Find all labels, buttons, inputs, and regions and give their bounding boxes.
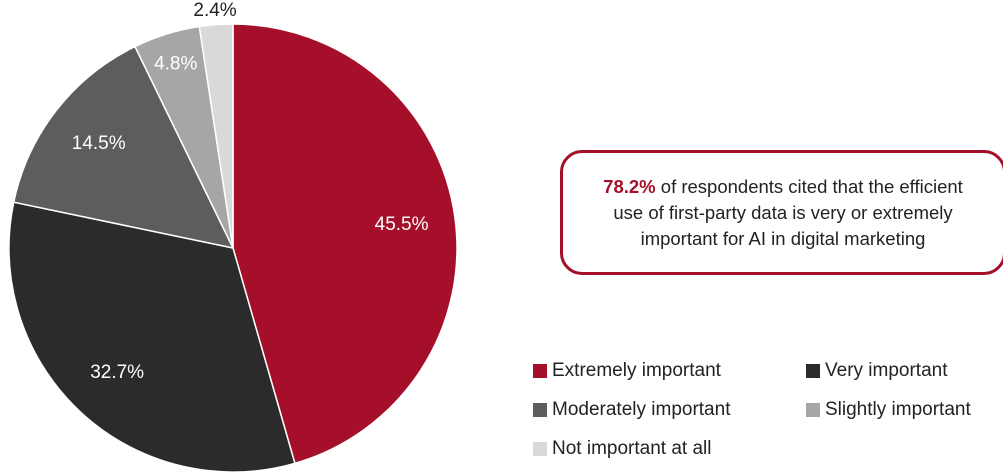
pie-slice-very-important	[8, 201, 296, 473]
legend-label: Extremely important	[552, 360, 721, 381]
legend-label: Very important	[825, 360, 948, 381]
pie-label-slightly-important: 4.8%	[154, 54, 197, 75]
legend-swatch	[533, 403, 547, 417]
legend-item-slightly-important: Slightly important	[806, 399, 971, 421]
legend-item-not-important-at-all: Not important at all	[533, 438, 711, 460]
callout-box: 78.2% of respondents cited that the effi…	[560, 150, 1003, 275]
legend-swatch	[806, 364, 820, 378]
callout-text: 78.2% of respondents cited that the effi…	[593, 174, 973, 252]
callout-highlight: 78.2%	[603, 175, 656, 197]
legend-item-extremely-important: Extremely important	[533, 360, 721, 382]
pie-chart: 45.5% 32.7% 14.5% 4.8% 2.4%	[8, 0, 458, 473]
legend-swatch	[533, 364, 547, 378]
pie-label-extremely-important: 45.5%	[375, 214, 429, 235]
legend-swatch	[533, 442, 547, 456]
callout-body: of respondents cited that the efficient …	[613, 175, 963, 249]
pie-slice-moderately-important	[12, 45, 235, 250]
legend-swatch	[806, 403, 820, 417]
legend-label: Moderately important	[552, 399, 731, 420]
pie-label-very-important: 32.7%	[90, 362, 144, 383]
legend-label: Not important at all	[552, 438, 712, 459]
pie-label-not-important-at-all: 2.4%	[193, 0, 236, 21]
pie-slice-not-important-at-all	[198, 23, 234, 249]
legend-item-moderately-important: Moderately important	[533, 399, 730, 421]
pie-label-moderately-important: 14.5%	[72, 133, 126, 154]
legend-item-very-important: Very important	[806, 360, 948, 382]
pie-slice-extremely-important	[232, 23, 458, 465]
legend-label: Slightly important	[825, 399, 971, 420]
